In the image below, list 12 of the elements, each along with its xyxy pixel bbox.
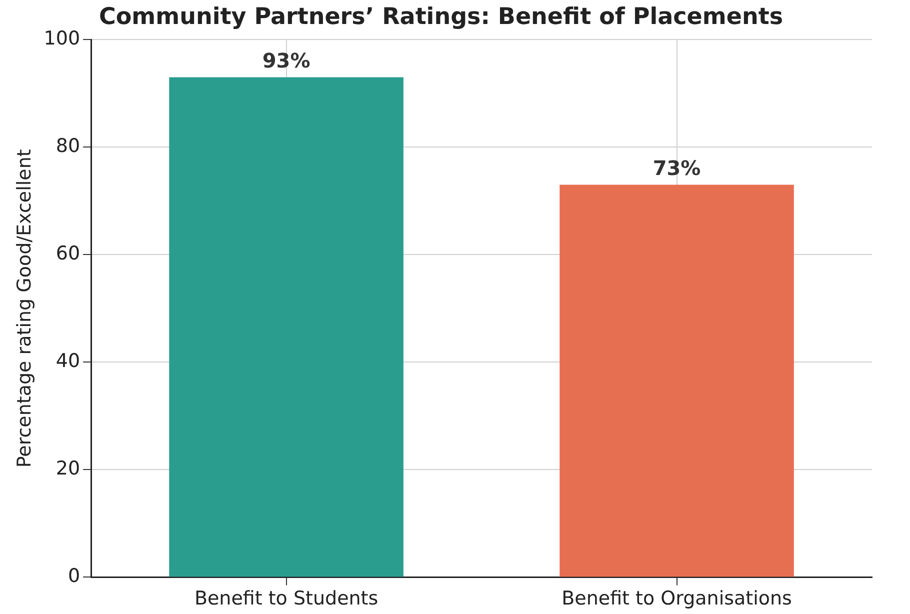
data-label: 73% xyxy=(652,156,701,180)
y-tick-label: 60 xyxy=(56,242,80,265)
y-axis-title: Percentage rating Good/Excellent xyxy=(13,149,36,468)
x-tick-label: Benefit to Organisations xyxy=(562,588,792,610)
y-tick-label: 0 xyxy=(68,565,80,588)
data-label: 93% xyxy=(262,48,310,72)
y-tick-label: 100 xyxy=(44,28,80,50)
x-tick-label: Benefit to Students xyxy=(194,588,378,610)
chart-title: Community Partners’ Ratings: Benefit of Placements xyxy=(98,4,784,30)
y-tick-label: 80 xyxy=(56,135,80,158)
y-tick-label: 20 xyxy=(56,458,80,480)
y-tick-label: 40 xyxy=(56,350,80,372)
